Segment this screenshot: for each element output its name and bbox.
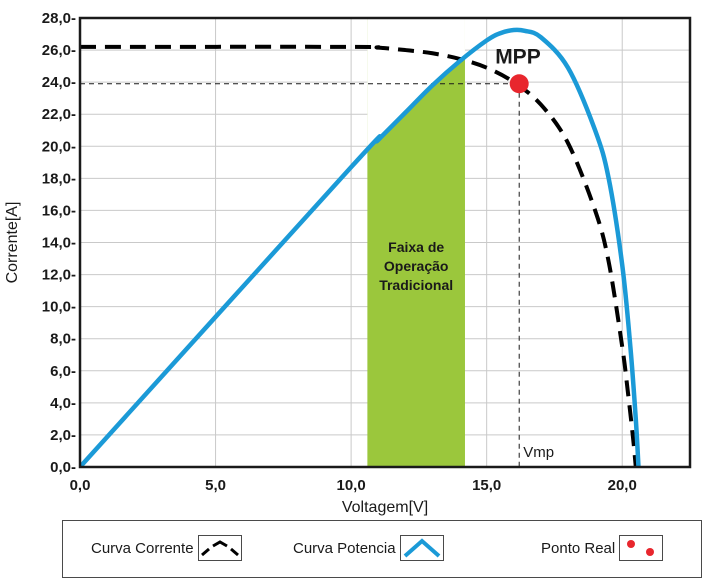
band-top-cover: [367, 18, 465, 151]
legend-label-potencia: Curva Potencia: [293, 539, 396, 557]
band-cover-group: [367, 18, 465, 151]
x-tick-label-4: 20,0: [608, 477, 637, 494]
band-label-line-1: Operação: [384, 258, 449, 274]
mpp-layer: MPP: [495, 46, 541, 94]
mpp-point: [509, 74, 529, 94]
y-tick-label-6: 12,0-: [42, 267, 76, 284]
plot-frame: [78, 16, 692, 469]
legend-item-ponto-real: Ponto Real: [541, 535, 664, 561]
legend-label-corrente: Curva Corrente: [91, 539, 194, 557]
chart: Faixa de Operação Tradicional Vmp MPP 0,0-…: [4, 10, 692, 516]
y-axis-ticks: 0,0- 2,0- 4,0- 6,0- 8,0- 10,0- 12,0- 14,0- 16,0-…: [42, 10, 76, 476]
legend-item-corrente: Curva Corrente: [91, 535, 242, 561]
y-tick-label-11: 22,0-: [42, 106, 76, 123]
x-tick-label-0: 0,0: [70, 477, 91, 494]
y-tick-label-0: 0,0-: [50, 459, 76, 476]
y-axis-title: Corrente[A]: [4, 202, 21, 284]
red-dots-icon: [619, 535, 664, 561]
y-tick-label-7: 14,0-: [42, 235, 76, 252]
series-line-0: [80, 44, 638, 467]
mpp-guides: Vmp: [80, 83, 554, 467]
legend-label-ponto-real: Ponto Real: [541, 539, 616, 557]
mpp-label: MPP: [495, 46, 541, 69]
dashed-curve-icon: [197, 535, 242, 561]
blue-curve-icon: [399, 535, 444, 561]
band-label-line-2: Tradicional: [379, 277, 453, 293]
y-tick-label-9: 18,0-: [42, 170, 76, 187]
y-tick-label-3: 6,0-: [50, 363, 76, 380]
y-tick-label-13: 26,0-: [42, 42, 76, 59]
y-tick-label-12: 24,0-: [42, 74, 76, 91]
legend: Curva Corrente Curva Potencia Ponto Real: [62, 520, 702, 578]
y-tick-label-14: 28,0-: [42, 10, 76, 27]
series-line-1: [80, 27, 641, 467]
x-axis-ticks: 0,0 5,0 10,0 15,0 20,0: [70, 477, 637, 494]
x-axis-title: Voltagem[V]: [342, 499, 428, 516]
band-label-line-0: Faixa de: [388, 239, 444, 255]
x-tick-label-3: 15,0: [472, 477, 501, 494]
y-tick-label-4: 8,0-: [50, 331, 76, 348]
y-tick-label-5: 10,0-: [42, 299, 76, 316]
x-tick-label-2: 10,0: [337, 477, 366, 494]
legend-item-potencia: Curva Potencia: [293, 535, 444, 561]
operation-band: Faixa de Operação Tradicional: [367, 18, 465, 467]
y-tick-label-10: 20,0-: [42, 138, 76, 155]
y-tick-label-2: 4,0-: [50, 395, 76, 412]
y-tick-label-8: 16,0-: [42, 202, 76, 219]
series-layer: [80, 27, 641, 467]
vmp-label: Vmp: [523, 444, 554, 461]
x-tick-label-1: 5,0: [205, 477, 226, 494]
y-tick-label-1: 2,0-: [50, 427, 76, 444]
